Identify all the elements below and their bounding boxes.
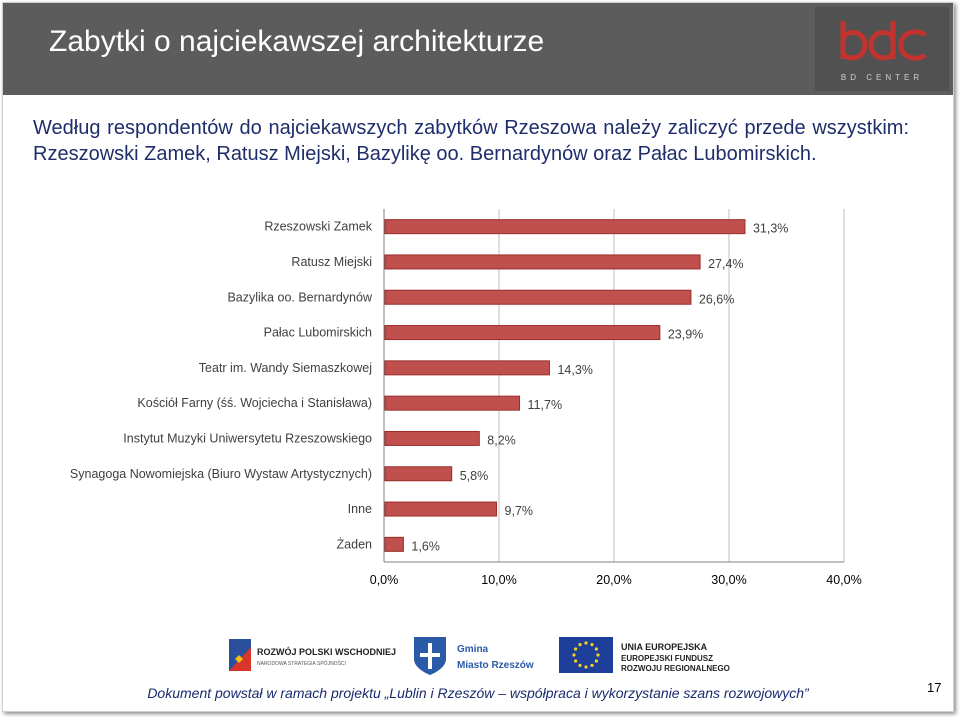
bar xyxy=(384,219,746,235)
x-tick-label: 40,0% xyxy=(826,573,861,587)
eu-star xyxy=(578,643,582,647)
eu-star xyxy=(584,641,588,645)
gmina-rzeszow-logo: Gmina Miasto Rzeszów xyxy=(414,637,534,675)
value-label: 27,4% xyxy=(708,257,743,271)
category-label: Synagoga Nowomiejska (Biuro Wystaw Artys… xyxy=(70,467,372,481)
category-label: Inne xyxy=(348,502,372,516)
x-tick-label: 0,0% xyxy=(370,573,399,587)
ue-line3: ROZWOJU REGIONALNEGO xyxy=(621,664,730,673)
bar xyxy=(384,289,692,305)
eu-star xyxy=(594,647,598,651)
bar xyxy=(384,325,661,341)
category-label: Bazylika oo. Bernardynów xyxy=(227,290,372,304)
value-label: 31,3% xyxy=(753,222,788,236)
value-label: 14,3% xyxy=(557,363,592,377)
rozwoj-polski-wschodniej-logo: ROZWÓJ POLSKI WSCHODNIEJ NARODOWA STRATE… xyxy=(229,639,396,671)
logo-subtitle: BD CENTER xyxy=(840,73,924,82)
sponsor-logos: ROZWÓJ POLSKI WSCHODNIEJ NARODOWA STRATE… xyxy=(229,637,730,675)
value-label: 26,6% xyxy=(699,292,734,306)
eu-star xyxy=(594,659,598,663)
category-label: Rzeszowski Zamek xyxy=(264,220,372,234)
bar xyxy=(384,501,498,517)
gmina-line1: Gmina xyxy=(457,644,489,655)
x-tick-label: 30,0% xyxy=(711,573,746,587)
category-label: Kościół Farny (śś. Wojciecha i Stanisław… xyxy=(137,396,372,410)
bar-chart: 0,0% 10,0% 20,0% 30,0% 40,0% Rzeszowski Zamek… xyxy=(70,209,862,587)
footer-text: Dokument powstał w ramach projektu „Lubl… xyxy=(147,685,809,701)
bd-center-logo: BD CENTER xyxy=(815,7,949,91)
grid-lines xyxy=(383,209,845,563)
x-tick-label: 20,0% xyxy=(596,573,631,587)
bar xyxy=(384,430,480,446)
ue-line2: EUROPEJSKI FUNDUSZ xyxy=(621,654,713,663)
eu-star xyxy=(590,643,594,647)
eu-star xyxy=(572,653,576,657)
page-number: 17 xyxy=(927,680,942,695)
x-tick-label: 10,0% xyxy=(481,573,516,587)
value-label: 8,2% xyxy=(487,433,516,447)
bar xyxy=(384,536,404,552)
page-title: Zabytki o najciekawszej architekturze xyxy=(49,25,545,58)
bar xyxy=(384,360,550,376)
value-label: 1,6% xyxy=(411,539,440,553)
rozwoj-line1: ROZWÓJ POLSKI WSCHODNIEJ xyxy=(257,646,396,657)
category-label: Pałac Lubomirskich xyxy=(264,326,372,340)
bar xyxy=(384,254,701,270)
value-label: 11,7% xyxy=(528,398,563,412)
category-label: Instytut Muzyki Uniwersytetu Rzeszowskie… xyxy=(123,431,372,445)
value-label: 5,8% xyxy=(460,469,489,483)
eu-flag-logo: UNIA EUROPEJSKA EUROPEJSKI FUNDUSZ ROZWO… xyxy=(559,637,730,673)
bdc-logo-mark xyxy=(840,21,927,61)
value-label: 23,9% xyxy=(668,328,703,342)
bar xyxy=(384,395,521,411)
eu-star xyxy=(596,653,600,657)
category-label: Teatr im. Wandy Siemaszkowej xyxy=(199,361,372,375)
eu-star xyxy=(574,647,578,651)
ue-line1: UNIA EUROPEJSKA xyxy=(621,642,708,652)
category-label: Żaden xyxy=(337,537,372,551)
eu-star xyxy=(584,665,588,669)
category-label: Ratusz Miejski xyxy=(291,255,372,269)
bar xyxy=(384,466,453,482)
rozwoj-line2: NARODOWA STRATEGIA SPÓJNOŚCI xyxy=(257,659,346,667)
header-bar: Zabytki o najciekawszej architekturze BD… xyxy=(3,3,953,95)
eu-star xyxy=(590,663,594,667)
bars xyxy=(384,219,746,552)
labels: 0,0% 10,0% 20,0% 30,0% 40,0% Rzeszowski Zamek… xyxy=(70,220,862,587)
gmina-line2: Miasto Rzeszów xyxy=(457,660,534,671)
eu-star xyxy=(574,659,578,663)
eu-star xyxy=(578,663,582,667)
intro-text: Według respondentów do najciekawszych za… xyxy=(33,117,909,165)
value-label: 9,7% xyxy=(505,504,534,518)
